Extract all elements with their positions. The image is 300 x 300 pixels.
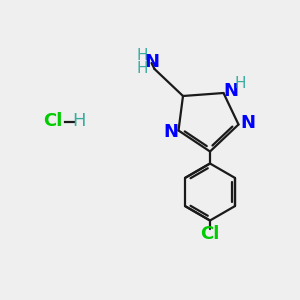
- Text: N: N: [224, 82, 238, 100]
- Text: Cl: Cl: [43, 112, 62, 130]
- Text: H: H: [137, 48, 148, 63]
- Text: H: H: [137, 61, 148, 76]
- Text: N: N: [144, 52, 159, 70]
- Text: Cl: Cl: [200, 225, 220, 243]
- Text: H: H: [72, 112, 86, 130]
- Text: N: N: [240, 114, 255, 132]
- Text: H: H: [234, 76, 246, 91]
- Text: N: N: [164, 123, 178, 141]
